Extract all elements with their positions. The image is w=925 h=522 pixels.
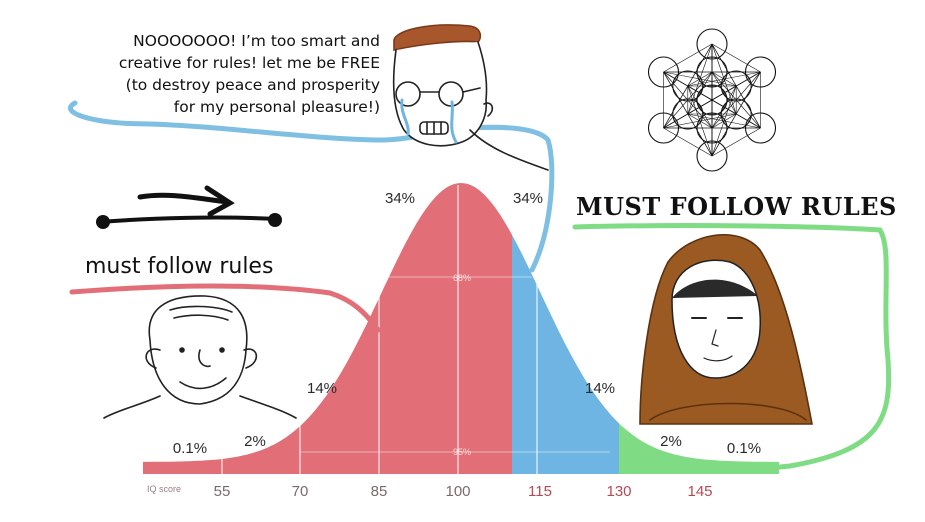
speech-line-3: (to destroy peace and prosperity — [125, 76, 380, 94]
cube-line — [711, 85, 737, 157]
x-tick-100: 100 — [445, 483, 470, 500]
pct-label-0: 0.1% — [173, 440, 207, 457]
speech-line-4: for my personal pleasure!) — [173, 98, 380, 116]
speech-line-1: NOOOOOOO! I’m too smart and — [133, 32, 380, 50]
pct-label-7: 0.1% — [727, 440, 761, 457]
pct-label-1: 2% — [244, 433, 266, 450]
cube-line — [736, 71, 761, 87]
cube-line — [663, 85, 689, 129]
x-tick-145: 145 — [687, 483, 712, 500]
inner-label-68: 68% — [453, 273, 471, 283]
x-tick-115: 115 — [528, 483, 552, 500]
speech-pointer-line — [67, 100, 555, 273]
cube-line — [735, 85, 761, 129]
cube-line — [711, 85, 737, 129]
speech-line-2: creative for rules! let me be FREE — [118, 54, 380, 72]
cube-line — [663, 71, 737, 87]
pct-label-5: 14% — [585, 380, 615, 397]
x-tick-85: 85 — [371, 483, 388, 500]
pct-label-4: 34% — [513, 190, 543, 207]
x-tick-130: 130 — [606, 483, 631, 500]
sd-separators — [221, 185, 538, 475]
x-tick-70: 70 — [292, 483, 309, 500]
cube-line — [711, 127, 761, 157]
inner-label-95: 95% — [453, 447, 471, 457]
cube-line — [711, 43, 761, 73]
percent-labels: 0.1% 2% 14% 34% 34% 14% 2% 0.1% — [173, 190, 761, 457]
cube-line — [736, 113, 761, 129]
cube-line — [687, 71, 761, 87]
speech-bubble-text: NOOOOOOO! I’m too smart and creative for… — [40, 30, 380, 118]
cube-line — [735, 71, 761, 115]
cube-line — [663, 127, 713, 157]
x-axis: IQ score 55 70 85 100 115 130 145 — [147, 483, 713, 500]
crying-wojak — [392, 24, 549, 171]
smiling-brainlet — [103, 295, 297, 419]
high-iq-label: MUST FOLLOW RULES — [576, 192, 897, 221]
pct-label-3: 34% — [385, 190, 415, 207]
inner-brackets — [300, 276, 610, 453]
x-tick-55: 55 — [214, 483, 231, 500]
low-label-underline — [69, 283, 381, 333]
cube-line — [663, 43, 713, 73]
cube-line — [663, 71, 713, 129]
cube-line — [663, 113, 737, 129]
hooded-monk — [639, 234, 813, 425]
cube-line — [711, 43, 737, 87]
x-axis-label: IQ score — [147, 484, 181, 494]
cube-line — [687, 113, 713, 157]
pct-label-2: 14% — [307, 380, 337, 397]
metatrons-cube — [647, 28, 777, 172]
pct-label-6: 2% — [660, 433, 682, 450]
high-label-bracket — [572, 223, 892, 471]
arrow-doodle — [96, 185, 282, 229]
low-iq-label: must follow rules — [85, 254, 274, 279]
